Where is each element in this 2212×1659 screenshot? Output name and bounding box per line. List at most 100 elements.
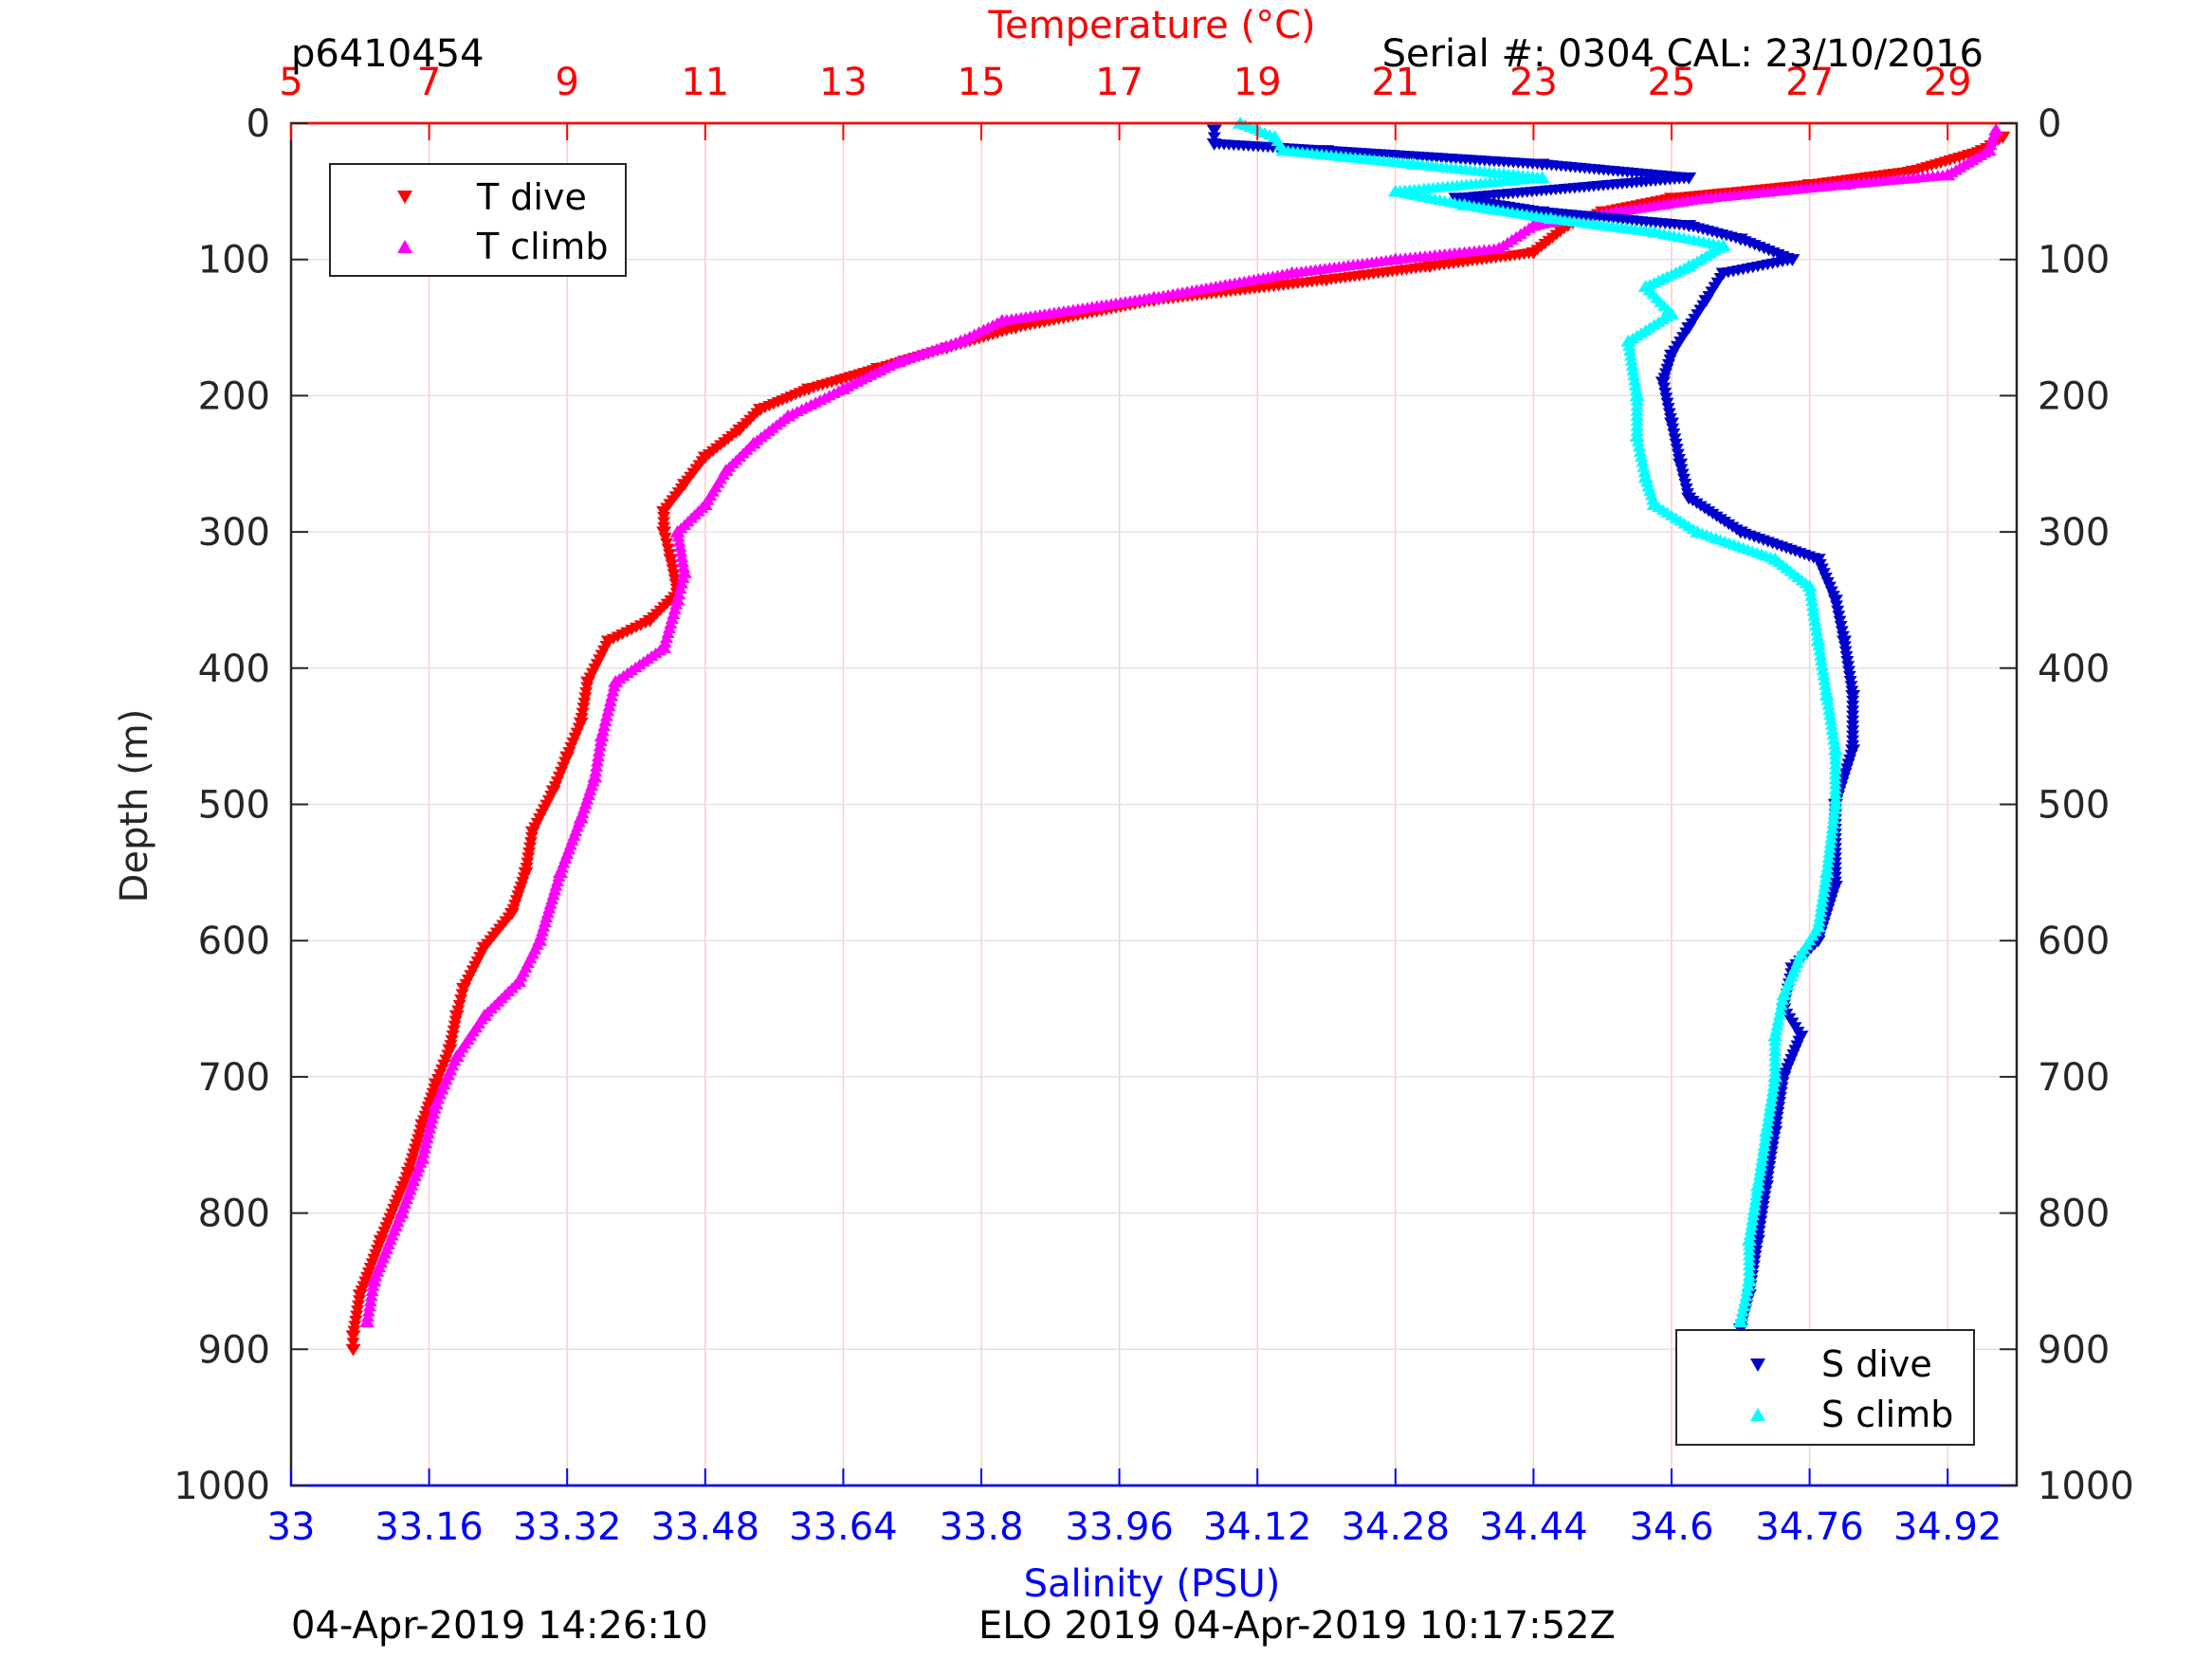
- depth-axis-label: Depth (m): [113, 709, 156, 903]
- salinity-tick-label: 33.8: [939, 1505, 1023, 1549]
- s-climb-point: [1820, 694, 1835, 705]
- t-climb-point: [594, 735, 608, 746]
- t-climb-point: [364, 1290, 378, 1302]
- s-climb-point: [1818, 674, 1832, 685]
- s-climb-point: [1771, 1014, 1785, 1026]
- s-climb-point: [1828, 803, 1842, 814]
- s-climb-point: [1622, 339, 1636, 352]
- s-climb-point: [1772, 1009, 1786, 1021]
- s-climb-point: [1623, 350, 1637, 361]
- t-climb-point: [672, 536, 686, 547]
- temperature-tick-label: 11: [681, 61, 729, 104]
- t-climb-point: [419, 1138, 433, 1149]
- t-climb-point: [594, 729, 610, 742]
- t-climb-point: [427, 1107, 441, 1119]
- s-climb-point: [1819, 871, 1833, 883]
- s-climb-point: [1819, 876, 1833, 887]
- t-climb-point: [598, 715, 612, 726]
- s-climb-point: [1752, 1170, 1766, 1181]
- s-climb-point: [1821, 856, 1836, 867]
- serial-calibration: Serial #: 0304 CAL: 23/10/2016: [1382, 32, 1983, 76]
- s-climb-point: [1824, 832, 1838, 844]
- s-climb-point: [1822, 847, 1837, 858]
- s-climb-point: [1755, 1155, 1769, 1166]
- t-climb-series: [359, 122, 2004, 1328]
- t-climb-point: [677, 561, 691, 573]
- salinity-tick-label: 34.92: [1893, 1505, 2002, 1549]
- depth-tick-label-left: 700: [198, 1056, 270, 1100]
- t-climb-point: [669, 524, 686, 538]
- t-dive-point: [452, 999, 466, 1012]
- s-climb-point: [1629, 384, 1643, 396]
- depth-tick-label-left: 1000: [174, 1465, 270, 1508]
- t-climb-point: [425, 1113, 439, 1124]
- t-climb-point: [601, 705, 615, 717]
- s-climb-point: [1753, 1164, 1767, 1176]
- t-climb-point: [592, 745, 606, 757]
- salinity-tick-label: 33.64: [789, 1505, 898, 1549]
- s-climb-point: [1827, 797, 1843, 811]
- s-climb-point: [1624, 355, 1638, 366]
- t-dive-legend-marker: [397, 191, 412, 204]
- s-climb-point: [1746, 1204, 1761, 1215]
- s-climb-point: [1623, 345, 1637, 356]
- s-climb-point: [1740, 1285, 1754, 1297]
- depth-tick-label-right: 600: [2038, 920, 2110, 963]
- s-climb-point: [1823, 837, 1837, 848]
- s-climb-point: [1764, 1100, 1778, 1112]
- depth-tick-label-right: 300: [2038, 511, 2110, 555]
- depth-tick-label-right: 900: [2038, 1328, 2110, 1372]
- s-climb-point: [1812, 916, 1826, 927]
- depth-tick-label-left: 300: [198, 511, 270, 555]
- t-dive-point: [656, 526, 672, 539]
- s-climb-point: [1805, 600, 1819, 611]
- s-climb-point: [1815, 654, 1829, 665]
- t-climb-point: [675, 551, 689, 562]
- temperature-tick-label: 15: [958, 61, 1006, 104]
- s-climb-point: [1626, 364, 1640, 376]
- s-climb-point: [1776, 988, 1792, 1001]
- s-climb-point: [1759, 1124, 1775, 1137]
- s-climb-point: [1764, 1095, 1779, 1106]
- temperature-tick-label: 25: [1648, 61, 1696, 104]
- s-climb-point: [1815, 901, 1829, 912]
- t-climb-point: [365, 1285, 379, 1297]
- s-climb-point: [1813, 911, 1827, 922]
- s-climb-point: [1761, 1115, 1775, 1126]
- s-climb-point: [1756, 1144, 1770, 1157]
- depth-tick-label-right: 500: [2038, 784, 2110, 828]
- s-climb-point: [1815, 896, 1829, 907]
- t-climb-point: [673, 583, 687, 594]
- t-climb-point: [675, 577, 689, 589]
- depth-tick-label-right: 800: [2038, 1193, 2110, 1236]
- s-climb-point: [1637, 470, 1654, 483]
- t-climb-point: [607, 681, 621, 692]
- s-climb-point: [1803, 585, 1818, 596]
- t-climb-point: [674, 546, 688, 557]
- t-climb-point: [423, 1122, 437, 1134]
- s-dive-point: [1207, 132, 1221, 143]
- s-climb-point: [1767, 1069, 1783, 1083]
- salinity-tick-label: 33: [267, 1505, 316, 1549]
- s-climb-point: [1627, 370, 1641, 381]
- t-climb-point: [424, 1118, 438, 1129]
- s-climb-point: [1806, 605, 1820, 616]
- s-climb-point: [1819, 688, 1835, 702]
- s-climb-point: [1816, 891, 1830, 902]
- t-climb-point: [676, 572, 690, 583]
- t-climb-point: [366, 1274, 382, 1287]
- salinity-tick-label: 34.76: [1755, 1505, 1864, 1549]
- s-climb-point: [1814, 649, 1828, 661]
- t-climb-point: [676, 556, 690, 568]
- s-climb-point: [1636, 456, 1650, 467]
- s-climb-point: [1819, 679, 1833, 690]
- t-dive-point: [661, 543, 675, 555]
- s-climb-point: [1750, 1184, 1764, 1195]
- t-dive-point: [456, 982, 471, 995]
- depth-tick-label-right: 700: [2038, 1056, 2110, 1100]
- s-climb-point: [1822, 703, 1837, 716]
- s-climb-point: [1758, 1135, 1772, 1146]
- salinity-tick-label: 34.12: [1203, 1505, 1312, 1549]
- s-climb-point: [1810, 633, 1826, 647]
- temperature-tick-label: 9: [555, 61, 578, 104]
